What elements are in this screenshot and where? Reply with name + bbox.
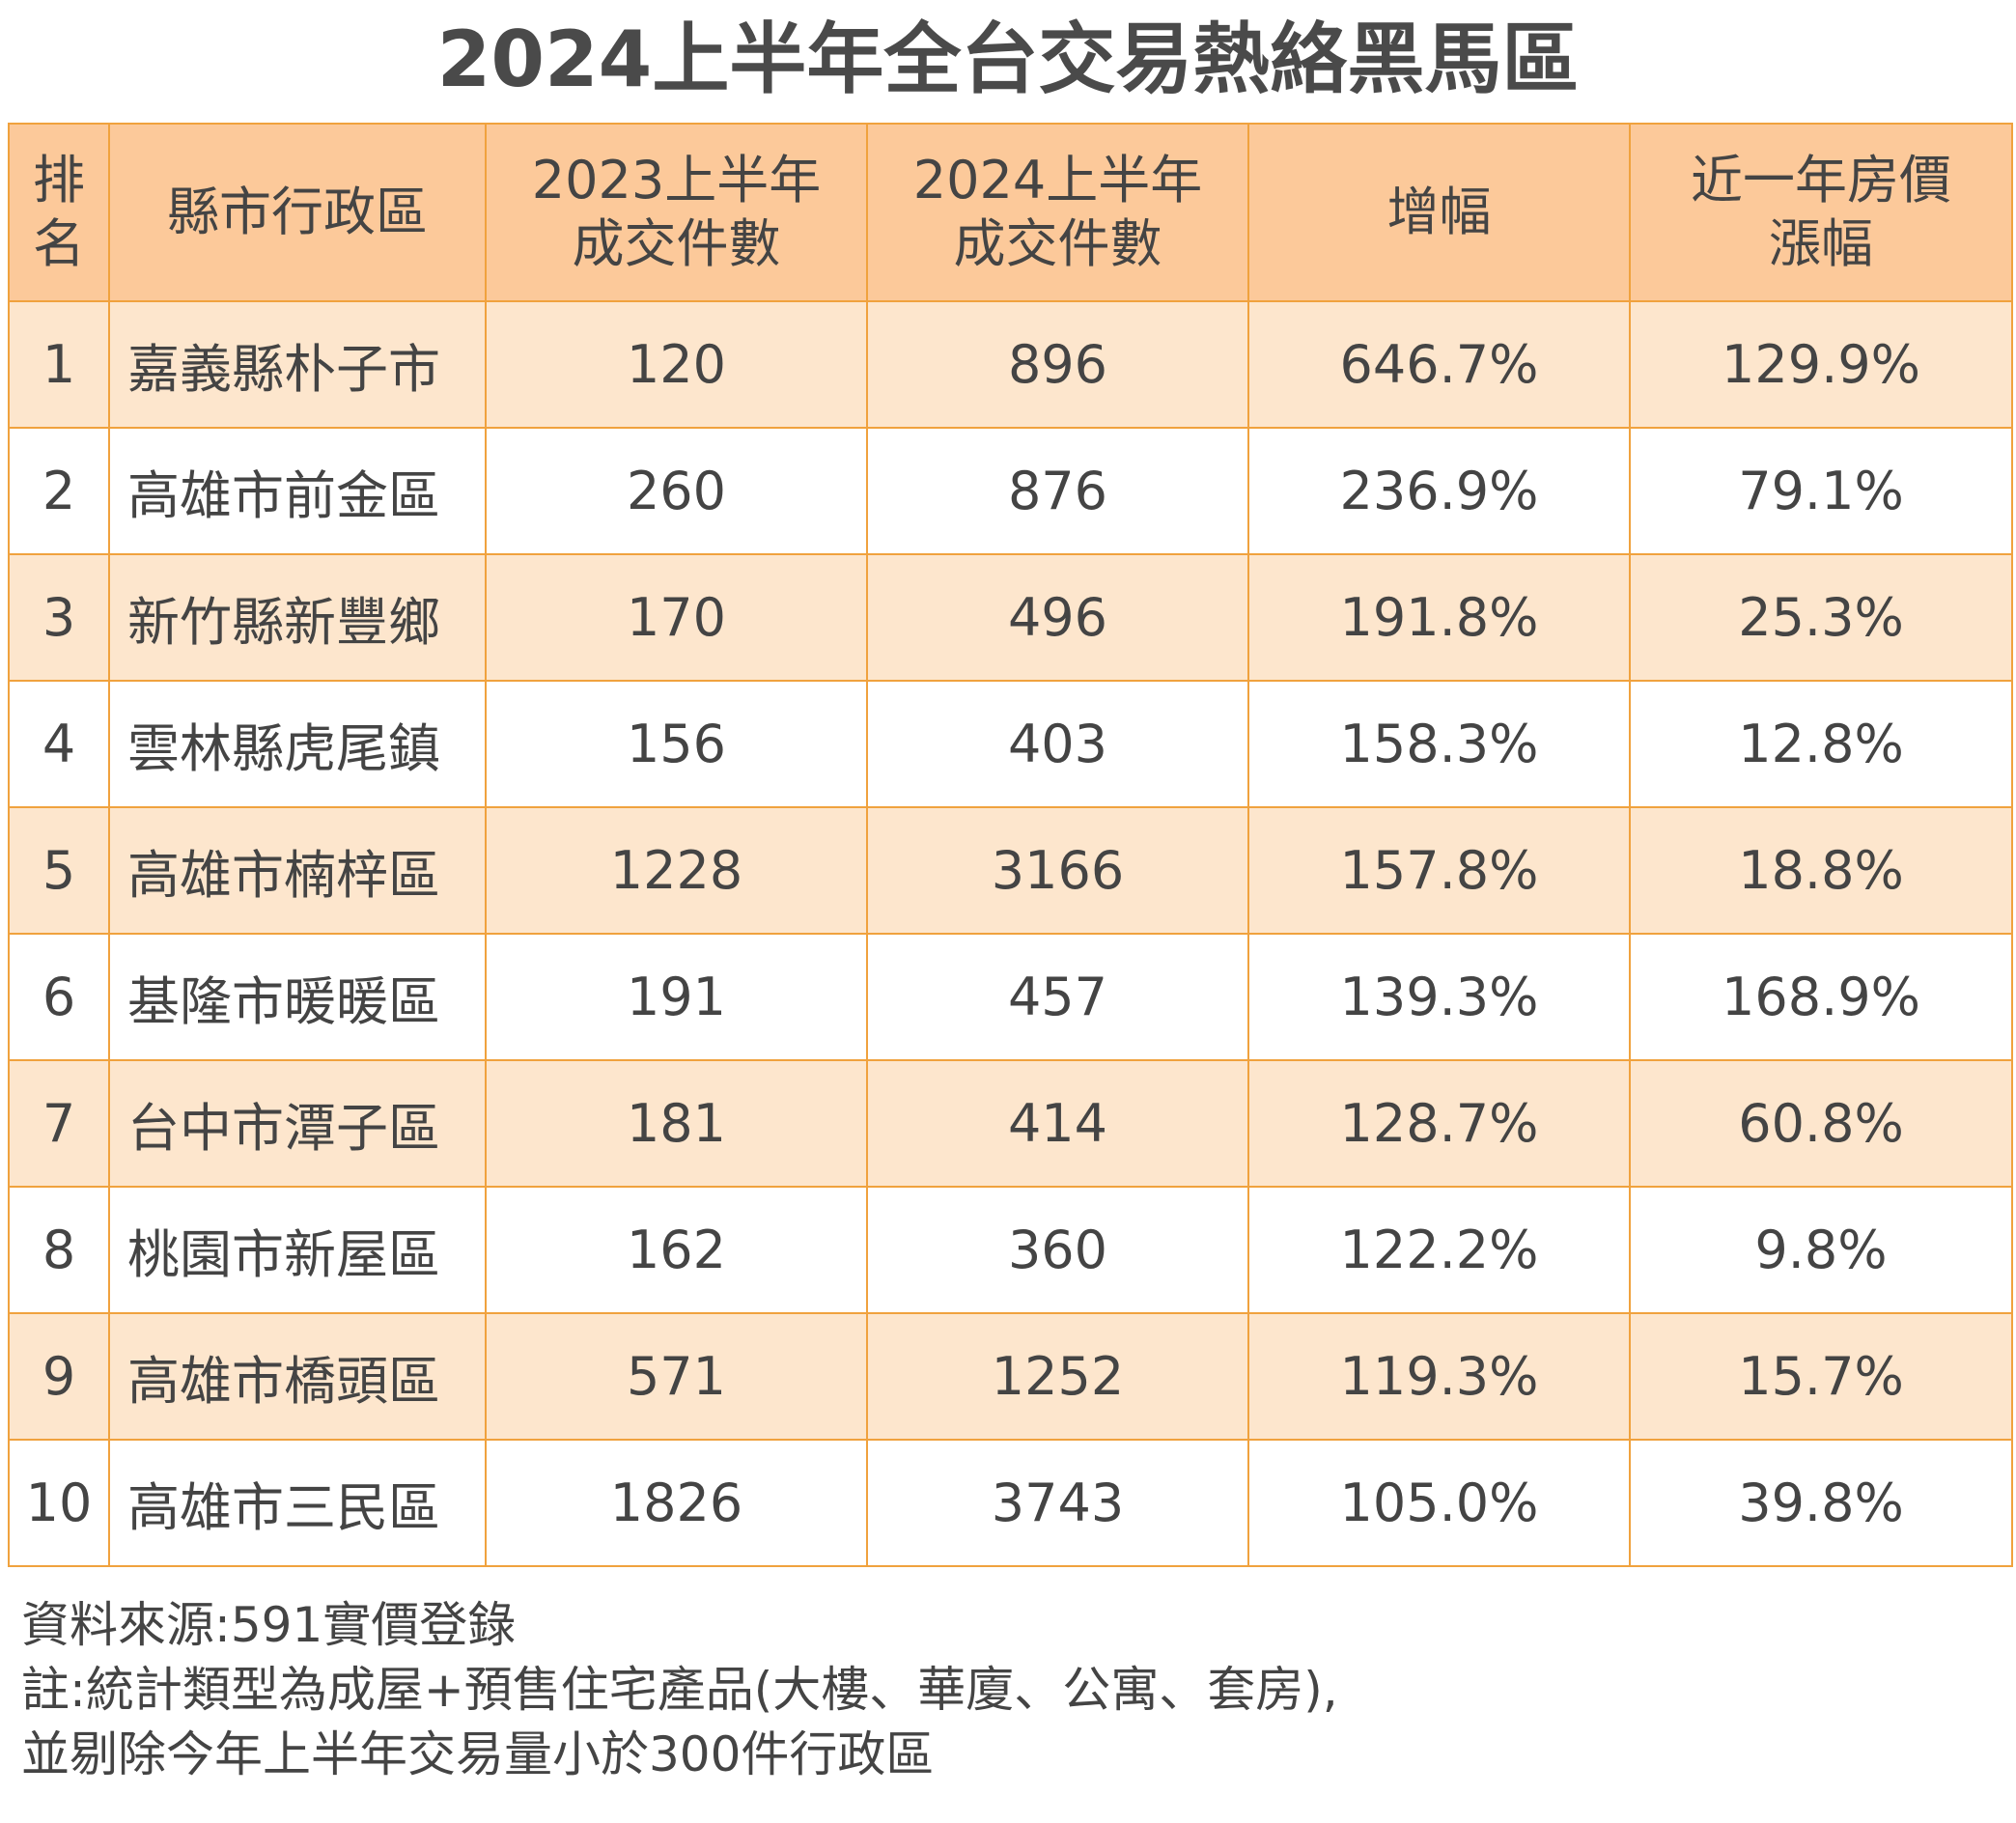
table-cell: 2	[8, 427, 110, 555]
table-cell: 122.2%	[1247, 1186, 1631, 1314]
footnotes: 資料來源:591實價登錄註:統計類型為成屋+預售住宅產品(大樓、華廈、公寓、套房…	[21, 1593, 1338, 1787]
title: 2024上半年全台交易熱絡黑馬區	[436, 14, 1580, 104]
table-row: 4 雲林縣虎尾鎮 156 403 158.3% 12.8%	[8, 680, 2013, 808]
table-cell: 嘉義縣朴子市	[108, 300, 487, 429]
table-row: 9 高雄市橋頭區 571 1252 119.3% 15.7%	[8, 1312, 2013, 1441]
table-cell: 1	[8, 300, 110, 429]
table-cell: 181	[485, 1059, 868, 1188]
table-cell: 18.8%	[1629, 806, 2013, 935]
table-cell: 9	[8, 1312, 110, 1441]
table-cell: 414	[866, 1059, 1249, 1188]
table-cell: 403	[866, 680, 1249, 808]
table-cell: 162	[485, 1186, 868, 1314]
footnote: 並剔除今年上半年交易量小於300件行政區	[21, 1726, 935, 1782]
table-cell: 139.3%	[1247, 933, 1631, 1061]
header-cell: 2024上半年 成交件數	[866, 123, 1249, 302]
table-cell: 7	[8, 1059, 110, 1188]
table-cell: 79.1%	[1629, 427, 2013, 555]
table-cell: 571	[485, 1312, 868, 1441]
table-cell: 8	[8, 1186, 110, 1314]
table-cell: 6	[8, 933, 110, 1061]
table-cell: 高雄市前金區	[108, 427, 487, 555]
table-cell: 496	[866, 553, 1249, 682]
table-cell: 158.3%	[1247, 680, 1631, 808]
table-row: 2 高雄市前金區 260 876 236.9% 79.1%	[8, 427, 2013, 555]
table-cell: 157.8%	[1247, 806, 1631, 935]
table-cell: 高雄市三民區	[108, 1439, 487, 1567]
table-cell: 高雄市橋頭區	[108, 1312, 487, 1441]
table-cell: 12.8%	[1629, 680, 2013, 808]
table-cell: 1252	[866, 1312, 1249, 1441]
table-cell: 4	[8, 680, 110, 808]
table-cell: 5	[8, 806, 110, 935]
table-cell: 雲林縣虎尾鎮	[108, 680, 487, 808]
table-cell: 新竹縣新豐鄉	[108, 553, 487, 682]
table-row: 6 基隆市暖暖區 191 457 139.3% 168.9%	[8, 933, 2013, 1061]
table-cell: 9.8%	[1629, 1186, 2013, 1314]
table-cell: 191.8%	[1247, 553, 1631, 682]
table: 排 名縣市行政區 2023上半年 成交件數 2024上半年 成交件數 增幅 近一年房價 …	[8, 123, 2013, 1567]
table-cell: 236.9%	[1247, 427, 1631, 555]
table-cell: 3166	[866, 806, 1249, 935]
header-cell: 增幅	[1247, 123, 1631, 302]
table-row: 1 嘉義縣朴子市 120 896 646.7% 129.9%	[8, 300, 2013, 429]
table-cell: 646.7%	[1247, 300, 1631, 429]
table-row: 8 桃園市新屋區 162 360 122.2% 9.8%	[8, 1186, 2013, 1314]
table-cell: 60.8%	[1629, 1059, 2013, 1188]
table-cell: 10	[8, 1439, 110, 1567]
header-cell: 2023上半年 成交件數	[485, 123, 868, 302]
table-cell: 高雄市楠梓區	[108, 806, 487, 935]
table-row: 3 新竹縣新豐鄉 170 496 191.8% 25.3%	[8, 553, 2013, 682]
table-cell: 台中市潭子區	[108, 1059, 487, 1188]
table-cell: 1826	[485, 1439, 868, 1567]
header-row: 排 名縣市行政區 2023上半年 成交件數 2024上半年 成交件數 增幅 近一年房價 …	[8, 123, 2013, 302]
table-row: 10 高雄市三民區 1826 3743 105.0% 39.8%	[8, 1439, 2013, 1567]
table-header: 排 名縣市行政區 2023上半年 成交件數 2024上半年 成交件數 增幅 近一年房價 …	[8, 123, 2013, 302]
table-cell: 876	[866, 427, 1249, 555]
table-cell: 15.7%	[1629, 1312, 2013, 1441]
table-row: 7 台中市潭子區 181 414 128.7% 60.8%	[8, 1059, 2013, 1188]
table-cell: 桃園市新屋區	[108, 1186, 487, 1314]
table-row: 5 高雄市楠梓區 1228 3166 157.8% 18.8%	[8, 806, 2013, 935]
header-cell: 縣市行政區	[108, 123, 487, 302]
table-cell: 39.8%	[1629, 1439, 2013, 1567]
table-cell: 3	[8, 553, 110, 682]
header-cell: 近一年房價 漲幅	[1629, 123, 2013, 302]
table-cell: 260	[485, 427, 868, 555]
table-cell: 128.7%	[1247, 1059, 1631, 1188]
table-cell: 105.0%	[1247, 1439, 1631, 1567]
table-cell: 896	[866, 300, 1249, 429]
table-cell: 191	[485, 933, 868, 1061]
table-cell: 129.9%	[1629, 300, 2013, 429]
table-cell: 170	[485, 553, 868, 682]
table-cell: 1228	[485, 806, 868, 935]
table-cell: 119.3%	[1247, 1312, 1631, 1441]
table-cell: 25.3%	[1629, 553, 2013, 682]
footnote: 資料來源:591實價登錄	[21, 1597, 517, 1653]
table-cell: 3743	[866, 1439, 1249, 1567]
table-body: 1 嘉義縣朴子市 120 896 646.7% 129.9% 2 高雄市前金區 260 876 23…	[8, 300, 2013, 1567]
table-cell: 基隆市暖暖區	[108, 933, 487, 1061]
table-cell: 156	[485, 680, 868, 808]
footnote: 註:統計類型為成屋+預售住宅產品(大樓、華廈、公寓、套房),	[21, 1662, 1338, 1718]
table-cell: 168.9%	[1629, 933, 2013, 1061]
table-cell: 457	[866, 933, 1249, 1061]
table-cell: 120	[485, 300, 868, 429]
header-cell: 排 名	[8, 123, 110, 302]
table-cell: 360	[866, 1186, 1249, 1314]
